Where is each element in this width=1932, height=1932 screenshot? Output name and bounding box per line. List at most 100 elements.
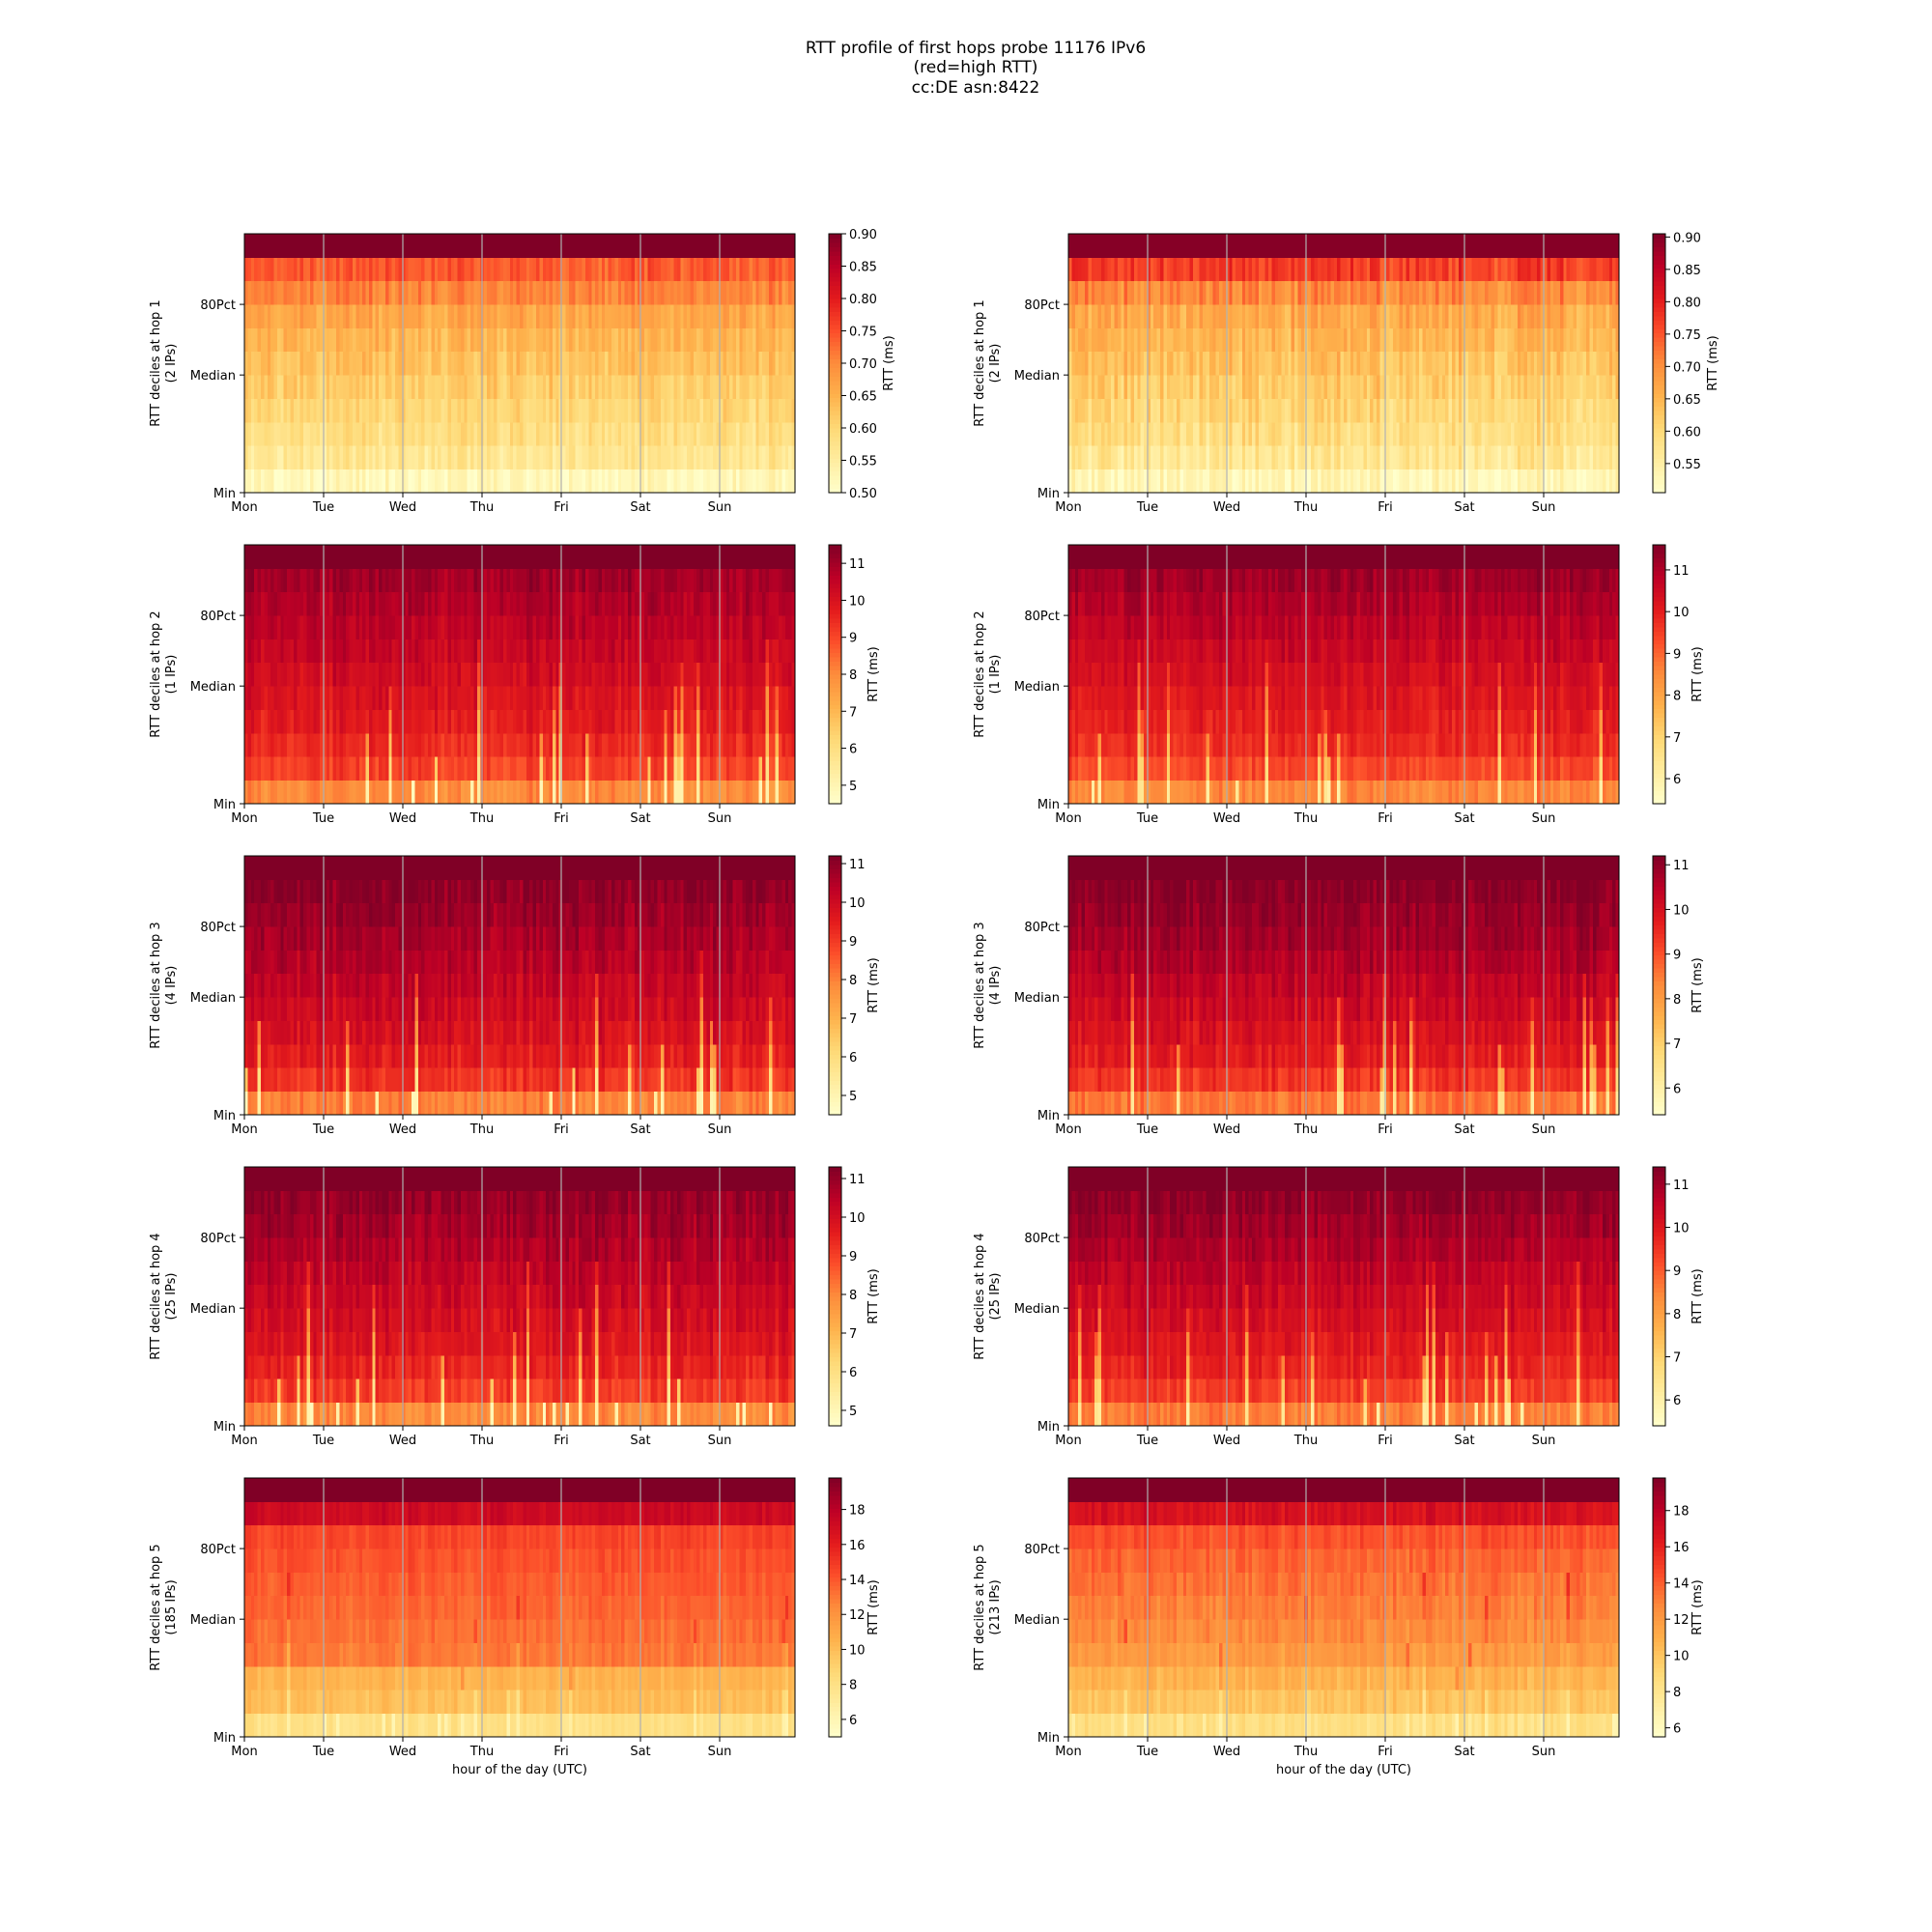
heatmap-cell — [287, 663, 291, 687]
heatmap-cell — [431, 639, 435, 663]
heatmap-cell — [1379, 445, 1383, 469]
heatmap-cell — [300, 639, 304, 663]
heatmap-cell — [1577, 304, 1580, 328]
heatmap-cell — [306, 469, 310, 494]
heatmap-cell — [1265, 234, 1269, 258]
heatmap-cell — [362, 686, 366, 710]
heatmap-cell — [553, 281, 556, 305]
heatmap-cell — [447, 663, 451, 687]
heatmap-cell — [464, 469, 468, 494]
heatmap-cell — [1455, 304, 1459, 328]
heatmap-cell — [520, 234, 524, 258]
heatmap-cell — [303, 352, 307, 376]
heatmap-cell — [343, 234, 347, 258]
heatmap-cell — [546, 615, 550, 639]
heatmap-cells — [1068, 234, 1619, 493]
heatmap-cell — [506, 257, 510, 281]
heatmap-cell — [1600, 327, 1604, 352]
heatmap-cell — [477, 304, 481, 328]
heatmap-cell — [435, 327, 439, 352]
heatmap-cell — [244, 568, 248, 592]
heatmap-cell — [690, 327, 694, 352]
heatmap-cell — [618, 399, 622, 423]
heatmap-cell — [1341, 327, 1345, 352]
heatmap-cell — [1557, 469, 1561, 494]
heatmap-cell — [1435, 422, 1439, 446]
heatmap-cell — [444, 234, 448, 258]
heatmap-cell — [1330, 234, 1334, 258]
heatmap-cell — [284, 375, 288, 399]
heatmap-cell — [414, 281, 418, 305]
heatmap-cell — [395, 592, 399, 616]
heatmap-cell — [1492, 445, 1495, 469]
heatmap-cell — [1393, 445, 1397, 469]
heatmap-cell — [684, 281, 688, 305]
heatmap-cell — [1127, 327, 1131, 352]
heatmap-cell — [270, 733, 274, 757]
heatmap-cell — [684, 257, 688, 281]
heatmap-cell — [1485, 375, 1489, 399]
heatmap-cell — [284, 422, 288, 446]
heatmap-cell — [513, 710, 517, 734]
heatmap-cell — [320, 615, 324, 639]
heatmap-cell — [1337, 352, 1341, 376]
heatmap-cell — [1574, 422, 1577, 446]
heatmap-cell — [362, 422, 366, 446]
heatmap-cell — [772, 281, 776, 305]
heatmap-cell — [690, 399, 694, 423]
heatmap-cell — [336, 469, 340, 494]
heatmap-cell — [313, 375, 317, 399]
heatmap-cell — [1560, 375, 1564, 399]
heatmap-cell — [1347, 352, 1350, 376]
heatmap-cell — [677, 422, 681, 446]
heatmap-cell — [762, 445, 766, 469]
heatmap-cell — [1282, 375, 1286, 399]
heatmap-cell — [517, 281, 521, 305]
heatmap-cell — [359, 327, 363, 352]
heatmap-cell — [1475, 352, 1479, 376]
heatmap-cell — [536, 663, 540, 687]
heatmap-cell — [1311, 257, 1315, 281]
heatmap-cell — [313, 781, 317, 805]
heatmap-cell — [1160, 327, 1164, 352]
heatmap-cell — [1600, 257, 1604, 281]
heatmap-cell — [526, 399, 530, 423]
heatmap-cell — [1518, 234, 1521, 258]
colorbar-segment — [829, 246, 841, 251]
x-tick-label: Sun — [1532, 500, 1556, 515]
heatmap-cell — [336, 399, 340, 423]
heatmap-cell — [1570, 445, 1574, 469]
heatmap-cell — [661, 352, 665, 376]
heatmap-cell — [333, 469, 337, 494]
heatmap-cell — [1350, 399, 1354, 423]
heatmap-cell — [464, 281, 468, 305]
heatmap-cell — [1252, 281, 1256, 305]
heatmap-cell — [562, 257, 566, 281]
heatmap-cell — [428, 781, 432, 805]
heatmap-cell — [435, 352, 439, 376]
heatmap-cell — [490, 327, 494, 352]
heatmap-cell — [1233, 445, 1236, 469]
heatmap-cell — [1238, 257, 1242, 281]
colorbar-segment — [1653, 281, 1665, 286]
heatmap-cell — [1471, 352, 1475, 376]
heatmap-cell — [746, 469, 750, 494]
heatmap-cell — [1212, 304, 1216, 328]
heatmap-cell — [412, 352, 415, 376]
heatmap-cell — [595, 422, 599, 446]
heatmap-cell — [343, 781, 347, 805]
heatmap-cell — [1438, 399, 1442, 423]
heatmap-cell — [1363, 281, 1367, 305]
heatmap-cell — [1068, 352, 1072, 376]
heatmap-cell — [284, 234, 288, 258]
heatmap-cell — [458, 422, 462, 446]
heatmap-cell — [1518, 469, 1521, 494]
heatmap-cell — [494, 234, 497, 258]
heatmap-cell — [444, 663, 448, 687]
heatmap-cell — [1530, 327, 1534, 352]
heatmap-cell — [611, 281, 615, 305]
heatmap-cell — [306, 663, 310, 687]
colorbar-segment — [829, 372, 841, 377]
heatmap-cell — [1321, 352, 1324, 376]
heatmap-cell — [409, 469, 412, 494]
